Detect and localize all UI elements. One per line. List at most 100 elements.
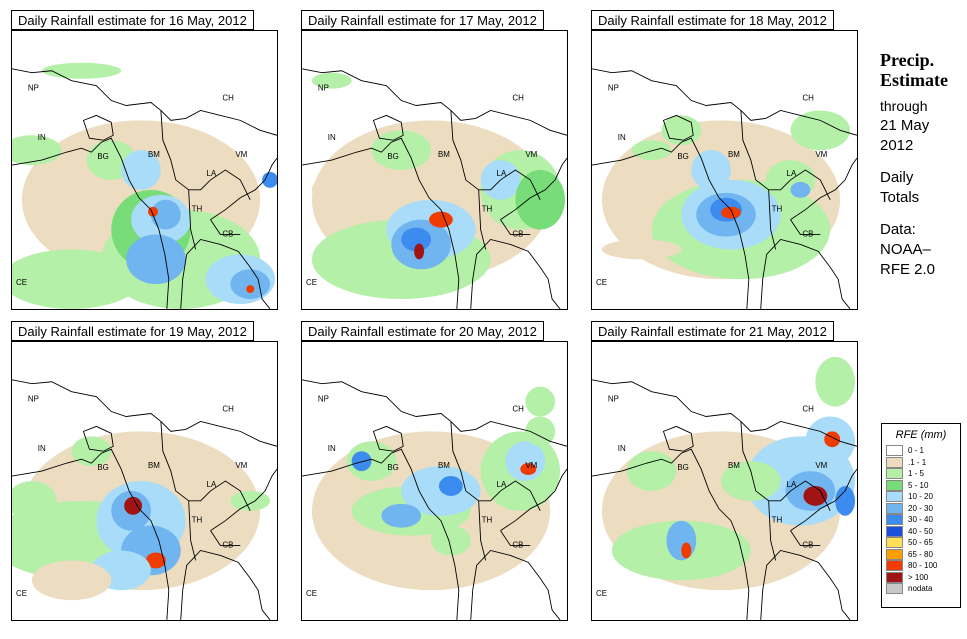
country-label-ce: CE — [306, 589, 317, 598]
legend-item: 30 - 40 — [886, 514, 956, 526]
rain-area — [351, 451, 372, 472]
country-label-cb: CB — [222, 229, 233, 238]
coastline — [12, 137, 170, 309]
panel-title: Daily Rainfall estimate for 17 May, 2012 — [301, 10, 544, 30]
coastline — [12, 448, 170, 620]
country-label-th: TH — [772, 516, 783, 525]
country-label-bm: BM — [728, 461, 740, 470]
coastline — [500, 157, 567, 220]
coastline — [210, 468, 277, 531]
coastline — [302, 137, 460, 309]
legend-label: > 100 — [908, 572, 929, 582]
coastline — [760, 549, 851, 620]
legend-item: 40 - 50 — [886, 525, 956, 538]
legend-item: 65 - 80 — [886, 548, 956, 561]
country-label-bm: BM — [438, 461, 450, 470]
country-label-th: TH — [482, 205, 493, 214]
rain-area — [835, 485, 856, 516]
rain-area — [429, 211, 453, 228]
country-label-np: NP — [318, 395, 329, 404]
rainfall-map: NP CH IN BG BM VM LA TH CB CE — [591, 30, 858, 310]
caption-data: Data: — [880, 221, 916, 238]
legend-item: .1 - 1 — [886, 456, 956, 469]
legend-label: 40 - 50 — [908, 526, 933, 536]
rainfall-map-canvas: NP CH IN BG BM VM LA TH CB CE — [302, 379, 567, 620]
rain-area — [414, 243, 425, 260]
rain-area — [371, 130, 432, 170]
country-label-ch: CH — [512, 405, 524, 414]
rain-area — [401, 227, 432, 252]
rain-area — [71, 436, 112, 467]
country-label-in: IN — [38, 444, 46, 453]
legend-swatch — [886, 548, 903, 560]
rainfall-map-canvas: NP CH IN BG BM VM LA TH CB CE — [592, 68, 857, 309]
country-label-ch: CH — [222, 94, 234, 103]
country-label-bm: BM — [148, 150, 160, 159]
rainfall-panel-20-may: Daily Rainfall estimate for 20 May, 2012… — [301, 321, 568, 621]
panel-title: Daily Rainfall estimate for 20 May, 2012 — [301, 321, 544, 341]
caption-date: 21 May — [880, 117, 930, 134]
rain-area — [31, 560, 112, 601]
country-border — [450, 421, 541, 561]
rain-area — [790, 110, 851, 151]
rain-area — [631, 140, 672, 161]
country-label-th: TH — [192, 516, 203, 525]
country-border — [740, 110, 831, 250]
rain-area — [626, 451, 677, 491]
country-border — [740, 421, 831, 561]
legend-label: 5 - 10 — [908, 480, 929, 490]
rain-area — [230, 269, 271, 300]
caption-source: NOAA– — [880, 241, 931, 258]
country-label-vm: VM — [235, 150, 247, 159]
bangladesh-outline — [372, 425, 404, 452]
caption-daily: Daily — [880, 169, 914, 186]
rain-area — [431, 525, 471, 556]
side-caption: Precip. Estimate through 21 May 2012 Dai… — [880, 50, 965, 280]
country-label-ce: CE — [306, 278, 317, 287]
country-label-ch: CH — [802, 405, 814, 414]
rain-area — [124, 496, 143, 515]
legend-label: 0 - 1 — [908, 446, 925, 456]
rainfall-panel-16-may: Daily Rainfall estimate for 16 May, 2012… — [11, 10, 278, 310]
rainfall-map: NP CH IN BG BM VM LA TH CB CE — [591, 341, 858, 621]
legend-item: 5 - 10 — [886, 479, 956, 492]
coastline — [210, 157, 277, 220]
coastline — [592, 137, 750, 309]
legend-item: 0 - 1 — [886, 445, 956, 457]
country-label-bg: BG — [97, 463, 108, 472]
legend-swatch — [886, 571, 903, 583]
bangladesh-outline — [82, 114, 114, 141]
country-label-cb: CB — [802, 540, 813, 549]
country-label-np: NP — [608, 395, 619, 404]
legend-item: > 100 — [886, 571, 956, 584]
legend-label: 20 - 30 — [908, 503, 933, 513]
rain-area — [815, 356, 856, 407]
legend-swatch — [886, 502, 903, 514]
caption-heading-1: Precip. — [880, 50, 935, 70]
country-label-in: IN — [328, 444, 336, 453]
country-label-bm: BM — [148, 461, 160, 470]
rain-area — [691, 150, 731, 190]
caption-product: RFE 2.0 — [880, 261, 936, 278]
legend-item: 80 - 100 — [886, 560, 956, 572]
rainfall-map-canvas: NP CH IN BG BM VM LA TH CB CE — [12, 379, 277, 620]
country-label-bm: BM — [728, 150, 740, 159]
rain-area — [126, 234, 186, 285]
rain-area — [721, 206, 741, 219]
country-label-cb: CB — [512, 229, 523, 238]
rain-area — [230, 490, 271, 511]
country-label-in: IN — [328, 133, 336, 142]
legend-item: 1 - 5 — [886, 468, 956, 480]
country-label-bm: BM — [438, 150, 450, 159]
coastline — [470, 238, 561, 309]
rain-area — [12, 481, 57, 521]
legend-swatch — [886, 479, 903, 491]
rain-area — [824, 431, 841, 448]
rain-area — [721, 461, 781, 501]
country-label-cb: CB — [512, 540, 523, 549]
rain-area — [525, 386, 556, 417]
legend-item: 10 - 20 — [886, 491, 956, 503]
rain-area — [145, 552, 166, 569]
country-label-bg: BG — [97, 152, 108, 161]
